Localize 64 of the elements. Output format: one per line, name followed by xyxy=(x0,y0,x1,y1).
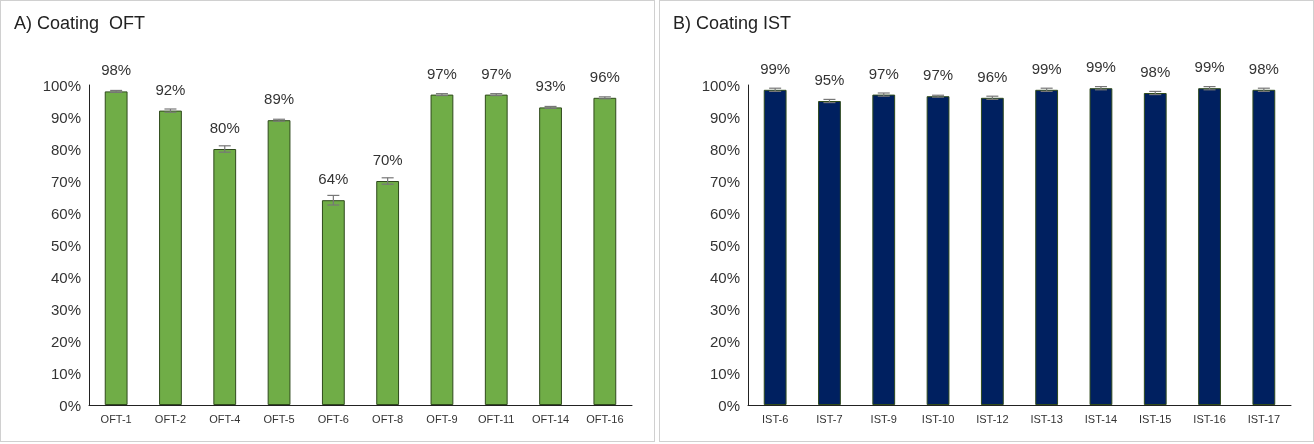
y-tick-label: 60% xyxy=(709,204,740,222)
data-label: 99% xyxy=(1194,58,1225,76)
x-tick-label: IST-14 xyxy=(1084,412,1118,425)
x-tick-label: IST-13 xyxy=(1030,412,1063,425)
chart-title: A) Coating OFT xyxy=(14,13,146,33)
x-tick-label: OFT-9 xyxy=(426,412,458,425)
y-tick-label: 10% xyxy=(50,364,81,382)
x-tick-label: IST-15 xyxy=(1139,412,1172,425)
x-tick-label: IST-16 xyxy=(1193,412,1226,425)
y-tick-label: 40% xyxy=(709,268,740,286)
x-tick-label: IST-12 xyxy=(976,412,1009,425)
data-label: 93% xyxy=(535,77,566,95)
y-tick-label: 20% xyxy=(709,332,740,350)
y-tick-label: 100% xyxy=(701,76,740,94)
x-tick-label: IST-9 xyxy=(870,412,897,425)
y-tick-label: 90% xyxy=(50,108,81,126)
data-label: 95% xyxy=(814,71,845,88)
x-tick-label: OFT-6 xyxy=(317,412,349,425)
y-tick-label: 100% xyxy=(42,76,81,94)
y-tick-label: 20% xyxy=(50,332,81,350)
y-tick-label: 40% xyxy=(50,268,81,286)
chart-title: B) Coating IST xyxy=(673,13,792,33)
y-tick-label: 0% xyxy=(59,396,81,414)
data-label: 89% xyxy=(264,90,295,108)
data-label: 97% xyxy=(481,64,512,82)
y-tick-label: 70% xyxy=(709,172,740,190)
x-tick-label: OFT-16 xyxy=(586,412,624,425)
data-label: 97% xyxy=(426,64,457,82)
x-tick-label: OFT-8 xyxy=(372,412,404,425)
x-tick-label: OFT-4 xyxy=(209,412,241,425)
data-label: 98% xyxy=(1248,59,1279,77)
data-label: 99% xyxy=(1085,58,1116,76)
y-tick-label: 80% xyxy=(709,140,740,158)
data-label: 97% xyxy=(868,64,899,82)
y-tick-label: 90% xyxy=(709,108,740,126)
data-label: 98% xyxy=(1140,63,1171,80)
data-label: 99% xyxy=(760,59,791,77)
y-tick-label: 80% xyxy=(50,140,81,158)
data-label: 98% xyxy=(101,61,132,79)
x-tick-label: IST-6 xyxy=(762,412,789,425)
data-label: 96% xyxy=(589,67,620,85)
x-tick-label: OFT-1 xyxy=(100,412,132,425)
x-tick-label: IST-10 xyxy=(921,412,955,425)
y-tick-label: 50% xyxy=(50,236,81,254)
y-tick-label: 70% xyxy=(50,172,81,190)
data-label: 92% xyxy=(155,80,186,98)
x-tick-label: OFT-2 xyxy=(154,412,187,425)
data-label: 64% xyxy=(318,170,349,188)
data-label: 70% xyxy=(372,151,403,168)
y-tick-label: 60% xyxy=(50,204,81,222)
y-tick-label: 0% xyxy=(718,396,740,414)
y-tick-label: 50% xyxy=(709,236,740,254)
data-label: 97% xyxy=(923,66,954,84)
x-tick-label: OFT-11 xyxy=(478,412,515,425)
y-tick-label: 30% xyxy=(50,300,81,318)
x-tick-label: IST-7 xyxy=(816,412,843,425)
data-label: 99% xyxy=(1031,59,1062,77)
y-tick-label: 10% xyxy=(709,364,740,382)
y-tick-label: 30% xyxy=(709,300,740,318)
x-tick-label: IST-17 xyxy=(1247,412,1281,425)
data-label: 80% xyxy=(209,119,240,136)
x-tick-label: OFT-5 xyxy=(263,412,295,425)
x-tick-label: OFT-14 xyxy=(531,412,570,425)
data-label: 96% xyxy=(977,67,1008,85)
